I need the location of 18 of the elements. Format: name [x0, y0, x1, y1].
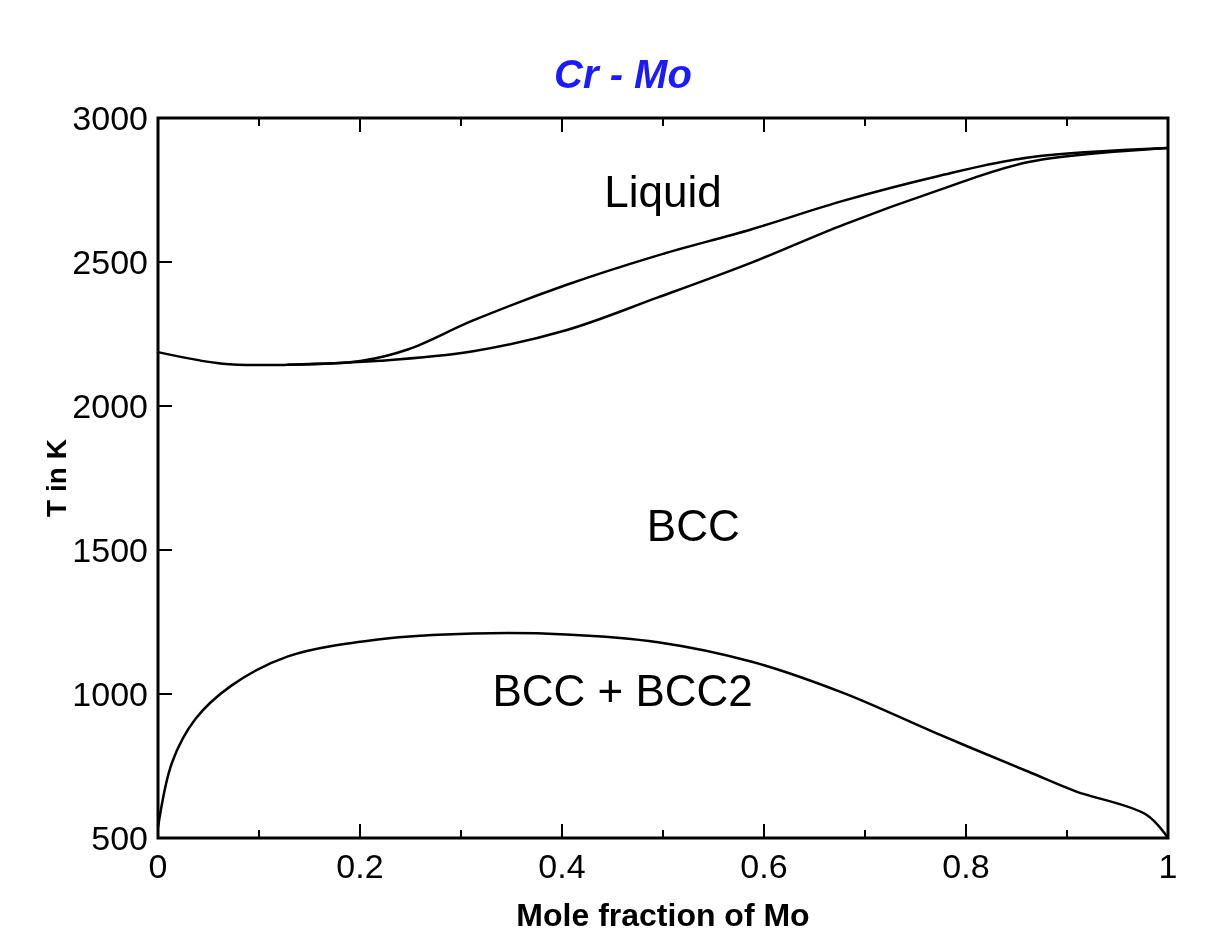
annotation: Liquid	[604, 167, 722, 217]
x-tick-label: 0.6	[740, 847, 788, 885]
x-tick-label: 1	[1158, 847, 1178, 885]
chart-title: Cr - Mo	[554, 52, 692, 96]
y-tick-label: 1500	[72, 530, 148, 569]
y-tick-label: 1000	[72, 674, 148, 713]
y-tick-label: 2000	[72, 386, 148, 425]
x-tick-label: 0	[148, 847, 168, 885]
x-axis-title: Mole fraction of Mo	[516, 897, 810, 933]
x-tick-label: 0.4	[538, 847, 586, 885]
y-tick-label: 2500	[72, 242, 148, 281]
annotation: BCC + BCC2	[492, 665, 753, 715]
x-tick-label: 0.8	[942, 847, 990, 885]
y-axis-title: T in K	[41, 439, 72, 517]
y-tick-label: 500	[91, 818, 148, 857]
annotation: BCC	[646, 501, 740, 551]
y-tick-label: 3000	[72, 98, 148, 137]
x-tick-label: 0.2	[336, 847, 384, 885]
